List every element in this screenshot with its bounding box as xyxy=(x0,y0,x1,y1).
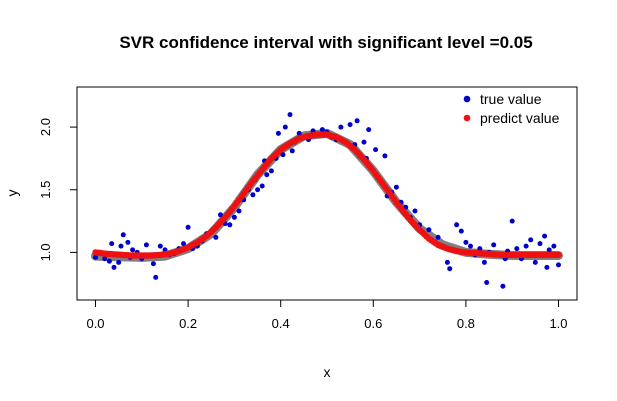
x-tick-label: 0.6 xyxy=(364,316,382,331)
true-value-point xyxy=(435,234,441,240)
true-value-point xyxy=(264,172,270,178)
true-value-point xyxy=(532,259,538,265)
y-axis: 1.0 1.5 2.0 xyxy=(38,118,78,261)
true-value-point xyxy=(213,234,219,240)
true-value-point xyxy=(537,241,543,247)
true-value-point xyxy=(282,124,288,130)
true-value-point xyxy=(227,222,233,228)
true-value-point xyxy=(544,264,550,270)
true-value-point xyxy=(382,153,388,159)
true-value-point xyxy=(280,152,286,158)
predict-value-points xyxy=(92,131,562,259)
true-value-point xyxy=(528,237,534,243)
true-value-point xyxy=(218,212,223,218)
true-value-point xyxy=(484,280,490,285)
true-value-point xyxy=(393,184,399,190)
true-value-point xyxy=(338,124,344,130)
true-value-point xyxy=(481,259,487,265)
true-value-point xyxy=(268,168,274,174)
y-tick-label: 1.5 xyxy=(38,181,53,199)
true-value-point xyxy=(153,274,159,280)
true-value-point xyxy=(259,183,265,189)
true-value-point xyxy=(412,208,418,214)
chart-title: SVR confidence interval with significant… xyxy=(119,33,532,52)
true-value-point xyxy=(454,222,460,228)
true-value-point xyxy=(236,208,242,214)
confidence-band-layer xyxy=(91,128,563,262)
true-value-point xyxy=(157,243,163,249)
true-value-point xyxy=(275,130,281,136)
true-value-point xyxy=(102,256,108,262)
true-value-point xyxy=(255,187,261,193)
true-value-point xyxy=(477,246,483,252)
true-value-point xyxy=(287,112,293,118)
true-value-point xyxy=(185,224,191,230)
y-tick-label: 2.0 xyxy=(38,118,53,136)
true-value-point xyxy=(556,262,561,268)
true-value-point xyxy=(116,259,122,265)
true-value-point xyxy=(120,232,126,238)
true-value-point xyxy=(250,192,256,198)
true-value-point xyxy=(347,122,353,128)
true-value-point xyxy=(426,227,432,233)
y-tick-label: 1.0 xyxy=(38,243,53,261)
x-tick-label: 0.4 xyxy=(272,316,290,331)
legend-marker-predict-value xyxy=(463,114,471,122)
true-value-point xyxy=(106,258,112,264)
true-value-point xyxy=(125,239,131,245)
true-value-point xyxy=(500,283,506,289)
true-value-point xyxy=(354,118,360,124)
true-value-point xyxy=(458,228,464,234)
true-value-point xyxy=(181,241,186,247)
true-value-point xyxy=(296,130,302,136)
predict-value-point xyxy=(555,251,562,259)
true-value-point xyxy=(231,214,237,220)
true-value-point xyxy=(319,127,325,133)
true-value-point xyxy=(366,127,372,133)
true-value-point xyxy=(93,254,98,260)
true-value-point xyxy=(111,264,117,270)
true-value-point xyxy=(509,218,515,224)
true-value-point xyxy=(542,233,548,239)
true-value-point xyxy=(118,243,124,249)
true-value-point xyxy=(361,139,367,145)
true-value-point xyxy=(289,148,295,154)
x-axis: 0.0 0.2 0.4 0.6 0.8 1.0 xyxy=(86,299,568,331)
true-value-point xyxy=(130,247,136,253)
true-value-point xyxy=(373,147,379,153)
true-value-point xyxy=(551,243,557,249)
true-value-point xyxy=(463,239,469,245)
true-value-point xyxy=(109,241,115,247)
x-tick-label: 0.2 xyxy=(179,316,197,331)
y-axis-label: y xyxy=(4,190,20,197)
legend-marker-true-value xyxy=(463,95,471,103)
legend-label-predict-value: predict value xyxy=(480,110,560,126)
true-value-point xyxy=(150,261,156,267)
confidence-band xyxy=(91,128,563,262)
x-axis-label: x xyxy=(324,364,331,380)
true-value-point xyxy=(447,266,453,272)
true-value-point xyxy=(514,246,520,252)
x-tick-label: 0.0 xyxy=(86,316,104,331)
true-value-point xyxy=(546,247,552,253)
legend-label-true-value: true value xyxy=(480,91,542,107)
true-value-point xyxy=(444,259,450,265)
x-tick-label: 0.8 xyxy=(457,316,475,331)
true-value-point xyxy=(143,242,149,248)
true-value-point xyxy=(491,242,497,248)
legend: true value predict value xyxy=(463,91,560,126)
true-value-points xyxy=(93,112,561,289)
true-value-point xyxy=(468,243,473,249)
x-tick-label: 1.0 xyxy=(549,316,567,331)
true-value-point xyxy=(523,243,529,249)
